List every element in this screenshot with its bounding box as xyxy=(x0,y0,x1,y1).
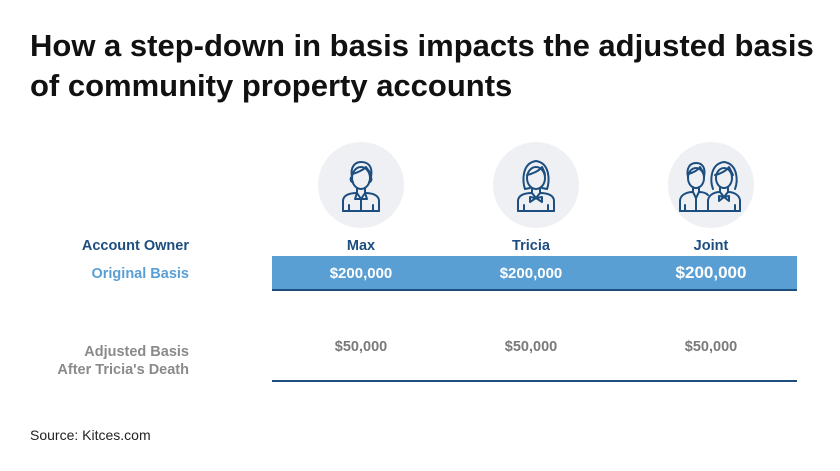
row-label-adjusted-basis-line2: After Tricia's Death xyxy=(57,362,189,378)
adjusted-basis-max: $50,000 xyxy=(334,339,388,355)
row-label-adjusted-basis-line1: Adjusted Basis xyxy=(84,344,189,360)
original-basis-max: $200,000 xyxy=(329,265,393,282)
avatar-joint xyxy=(668,142,754,228)
column-header-max: Max xyxy=(346,238,376,254)
column-header-joint: Joint xyxy=(693,238,729,254)
row-label-account-owner: Account Owner xyxy=(81,238,189,254)
bottom-divider xyxy=(272,380,797,382)
column-header-tricia: Tricia xyxy=(512,238,550,254)
female-person-icon xyxy=(517,160,555,212)
page-title: How a step-down in basis impacts the adj… xyxy=(30,28,814,103)
row-label-original-basis: Original Basis xyxy=(91,266,189,282)
row-label-adjusted-basis: Adjusted Basis After Tricia's Death xyxy=(57,343,189,379)
couple-icon xyxy=(679,161,741,212)
adjusted-basis-tricia: $50,000 xyxy=(504,339,558,355)
avatar-max xyxy=(318,142,404,228)
avatar-tricia xyxy=(493,142,579,228)
male-person-icon xyxy=(342,161,380,212)
original-basis-joint: $200,000 xyxy=(675,263,747,282)
adjusted-basis-joint: $50,000 xyxy=(684,339,738,355)
original-basis-tricia: $200,000 xyxy=(499,265,563,282)
source-note: Source: Kitces.com xyxy=(30,427,151,443)
original-basis-band xyxy=(272,256,797,291)
